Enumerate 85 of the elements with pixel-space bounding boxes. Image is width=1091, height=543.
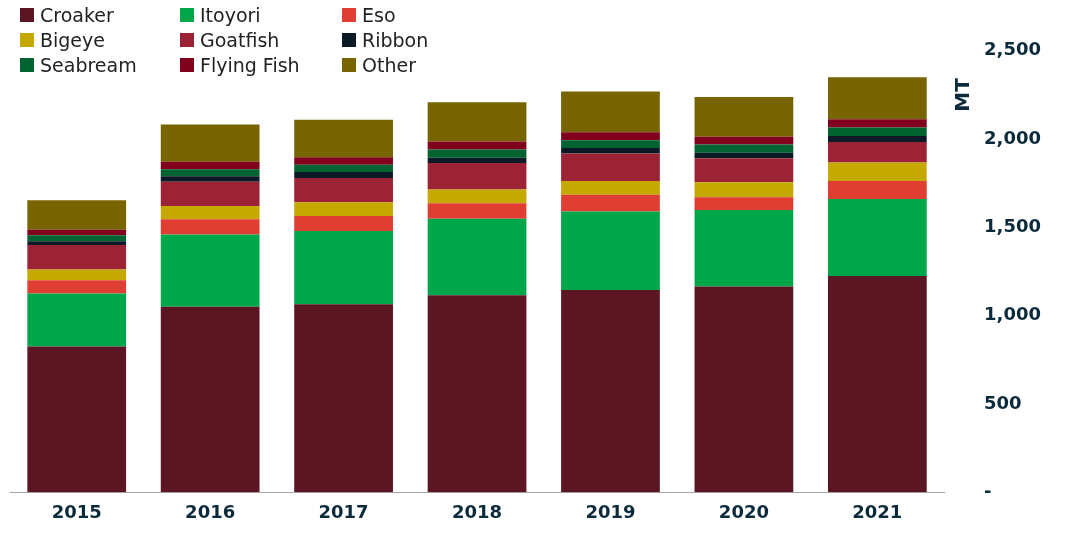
bar: [427, 218, 527, 296]
bar: [561, 148, 660, 154]
bar: [694, 96, 794, 137]
bar: [160, 169, 260, 177]
x-tick-label: 2021: [852, 500, 903, 522]
bar: [160, 181, 260, 206]
legend-label: Itoyori: [200, 4, 261, 26]
x-tick-label: 2020: [718, 500, 769, 522]
bar: [827, 162, 927, 181]
bar: [27, 293, 127, 347]
bar: [294, 230, 393, 305]
bar: [427, 157, 527, 164]
bar: [160, 124, 260, 162]
bar: [561, 132, 660, 141]
bar: [694, 152, 794, 159]
y-tick-label: 2,500: [984, 38, 1041, 60]
legend-label: Other: [362, 54, 416, 76]
bar: [427, 102, 527, 142]
bar: [27, 280, 127, 294]
bar: [827, 141, 927, 163]
bar: [160, 206, 260, 220]
bar: [427, 203, 527, 219]
bar: [427, 189, 527, 204]
bar: [694, 286, 794, 493]
bar: [827, 77, 927, 120]
x-tick-label: 2017: [318, 500, 369, 522]
bar: [294, 304, 393, 493]
bar: [160, 234, 260, 307]
bar: [694, 182, 794, 198]
bar: [27, 229, 127, 236]
y-axis-title: MT: [950, 77, 975, 112]
legend-label: Flying Fish: [200, 54, 300, 76]
bar: [27, 235, 127, 242]
bar: [561, 153, 660, 181]
bar: [427, 295, 527, 493]
bar: [694, 136, 794, 145]
bar: [27, 200, 127, 230]
legend-label: Eso: [362, 4, 396, 26]
bar: [561, 194, 660, 212]
bar: [827, 135, 927, 142]
bar: [427, 163, 527, 190]
legend-label: Ribbon: [362, 29, 429, 51]
y-tick-label: 2,000: [984, 126, 1041, 148]
bar: [694, 144, 794, 153]
bar: [427, 149, 527, 158]
bar: [27, 245, 127, 270]
bar: [694, 158, 794, 183]
bar: [561, 211, 660, 291]
x-tick-label: 2019: [585, 500, 636, 522]
bar: [561, 91, 660, 133]
bar: [27, 241, 127, 246]
bar: [561, 290, 660, 493]
bar: [294, 119, 393, 158]
y-tick-label: 1,500: [984, 215, 1041, 237]
bar: [160, 306, 260, 493]
bar: [561, 180, 660, 195]
x-tick-label: 2018: [451, 500, 503, 522]
bar: [827, 180, 927, 200]
x-tick-label: 2016: [185, 500, 236, 522]
legend-label: Goatfish: [200, 29, 280, 51]
bar: [27, 269, 127, 281]
bar: [827, 127, 927, 136]
bar: [827, 275, 927, 493]
bar: [294, 178, 393, 203]
bar: [561, 140, 660, 149]
bar: [294, 157, 393, 165]
bar: [827, 199, 927, 276]
legend-label: Croaker: [40, 4, 114, 26]
bar: [827, 119, 927, 128]
bar: [294, 216, 393, 231]
bar: [27, 346, 127, 493]
bar: [160, 219, 260, 235]
legend-label: Seabream: [40, 54, 137, 76]
bar: [694, 210, 794, 287]
legend-label: Bigeye: [40, 29, 105, 51]
bar: [160, 176, 260, 182]
bar: [160, 161, 260, 170]
y-tick-label: -: [984, 479, 992, 501]
bar: [694, 197, 794, 211]
bar: [294, 202, 393, 217]
y-tick-label: 500: [984, 391, 1022, 413]
x-tick-label: 2015: [51, 500, 102, 522]
bar: [294, 164, 393, 173]
bar: [294, 172, 393, 179]
y-tick-label: 1,000: [984, 303, 1041, 325]
